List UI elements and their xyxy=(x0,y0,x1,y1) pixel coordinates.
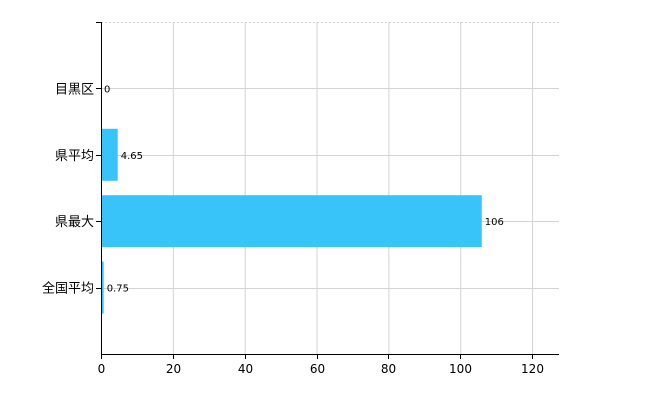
category-label: 県平均 xyxy=(55,149,94,164)
x-tick-label: 20 xyxy=(166,362,181,376)
axes xyxy=(96,22,559,359)
x-tick-label: 80 xyxy=(381,362,396,376)
data-label: 0 xyxy=(104,84,110,95)
x-tick-label: 0 xyxy=(98,362,106,376)
gridlines xyxy=(101,22,559,354)
x-tick-label: 60 xyxy=(310,362,325,376)
data-label: 0.75 xyxy=(107,284,129,295)
x-tick-label: 100 xyxy=(449,362,472,376)
category-label: 全国平均 xyxy=(42,281,94,297)
x-tick-label: 120 xyxy=(521,362,544,376)
bar-3 xyxy=(101,261,104,314)
category-label: 目黒区 xyxy=(55,82,94,97)
data-label: 4.65 xyxy=(121,151,143,162)
bars xyxy=(101,128,482,314)
bar-1 xyxy=(101,128,118,181)
x-tick-label: 40 xyxy=(238,362,253,376)
bar-2 xyxy=(101,195,482,248)
data-label: 106 xyxy=(485,217,504,228)
category-label: 県最大 xyxy=(55,215,94,230)
